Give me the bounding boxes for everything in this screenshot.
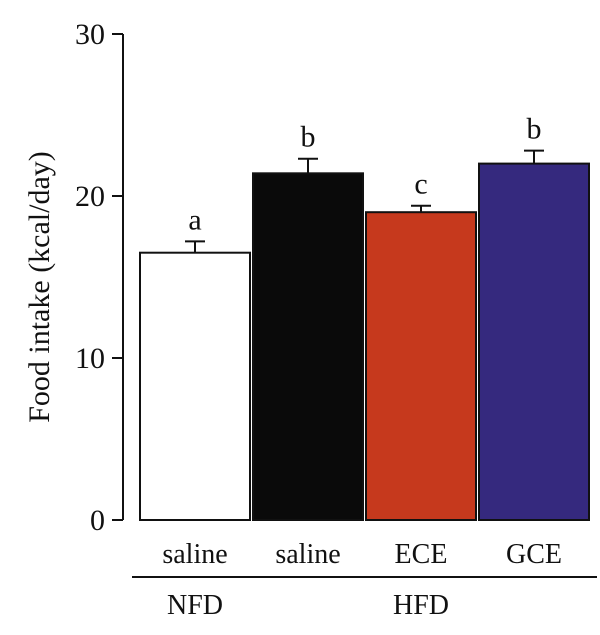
- axis-layer: 0 10 20 30: [75, 18, 597, 578]
- y-axis-label: Food intake (kcal/day): [23, 151, 56, 423]
- category-label: saline: [162, 539, 227, 570]
- significance-label: a: [188, 203, 201, 236]
- bar: [139, 251, 251, 521]
- significance-label: c: [414, 168, 427, 201]
- y-tick-label: 0: [90, 504, 105, 537]
- category-label: saline: [275, 539, 340, 570]
- label-layer: Food intake (kcal/day) a saline b saline c ECE…: [23, 113, 562, 621]
- significance-label: b: [301, 121, 316, 154]
- y-tick-label: 10: [75, 342, 105, 375]
- significance-label: b: [527, 113, 542, 146]
- bar-layer: [139, 149, 590, 521]
- group-label: NFD: [167, 590, 223, 621]
- category-label: ECE: [395, 539, 448, 570]
- y-tick-label: 30: [75, 18, 105, 51]
- bar: [478, 162, 590, 521]
- group-label: HFD: [393, 590, 449, 621]
- bar: [252, 172, 364, 521]
- category-label: GCE: [506, 539, 562, 570]
- bar: [365, 211, 477, 521]
- y-tick-label: 20: [75, 180, 105, 213]
